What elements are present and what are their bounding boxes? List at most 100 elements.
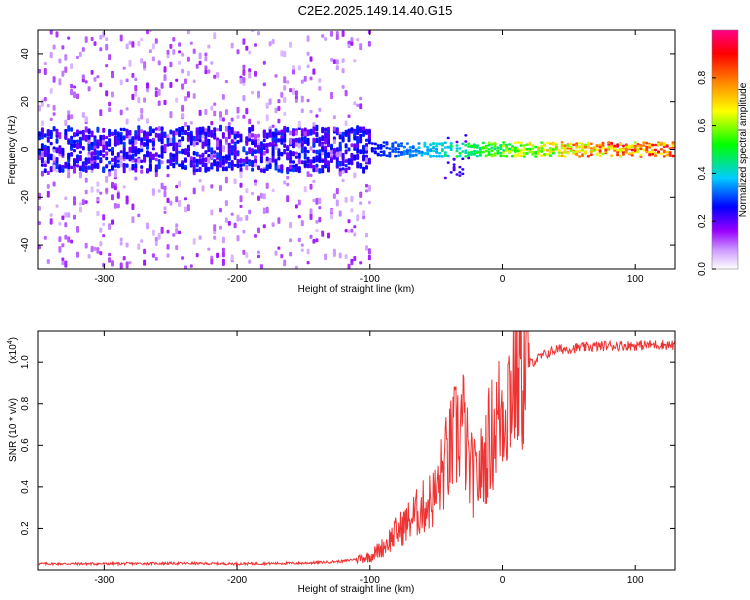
spectrogram-cell [332,115,336,120]
spectrogram-cell [464,134,468,137]
spectrogram-cell [630,154,634,157]
spectrogram-cell [151,147,155,151]
spectrogram-cell [154,87,158,91]
spectrogram-cell [277,139,281,143]
spectrogram-cell [52,181,56,187]
spectrogram-cell [210,129,214,134]
spectrogram-cell [87,139,91,144]
spectrogram-cell [46,156,50,164]
spectrogram-cell [283,132,287,139]
spectrogram-cell [286,166,290,172]
spectrogram-cell [671,141,675,144]
spectrogram-cell [464,140,468,143]
spectrogram-cell [575,146,579,149]
spectrogram-cell [64,119,68,126]
spectrogram-cell [93,140,97,146]
spectrogram-cell [213,224,217,232]
spectrogram-cell [318,142,322,147]
spectrogram-cell [70,239,74,244]
spectrogram-cell [639,153,643,157]
spectrogram-cell [224,137,228,143]
spectrogram-cell [122,151,126,158]
spectrogram-cell [40,157,44,164]
spectrogram-cell [338,171,342,177]
spectrogram-cell [227,129,231,134]
spectrogram-cell [175,161,179,165]
spectrogram-cell [563,147,567,150]
spectrogram-cell [184,129,187,136]
spectrogram-cell [105,141,109,147]
spectrogram-cell [630,148,634,152]
spectrogram-cell [455,155,459,158]
spectrogram-cell [318,168,322,174]
spectrogram-cell [96,211,100,217]
spectrogram-cell [490,142,494,145]
spectrogram-cell [38,206,41,211]
spectrogram-cell [464,144,468,147]
spectrogram-cell [201,134,205,139]
spectrogram-cell [213,135,217,140]
spectrogram-cell [254,182,257,186]
spectrogram-cell [315,137,319,144]
spectrogram-cell [318,86,322,91]
spectrogram-cell [671,154,675,158]
spectrogram-cell [99,47,103,52]
spectrogram-cell [376,144,380,147]
spectrogram-cell [572,150,576,154]
spectrogram-cell [78,142,82,149]
colorbar-tick-label: 0.8 [697,70,708,84]
spectrogram-cell [192,140,196,147]
spectrogram-cell [131,164,135,171]
spectrogram-cell [186,204,190,212]
spectrogram-cell [70,88,74,95]
spectrogram-cell [134,139,138,145]
spectrogram-cell [116,163,120,168]
spectrogram-cell [560,154,564,157]
spectrogram-cell [382,150,386,153]
spectrogram-cell [662,155,666,158]
spectrogram-cell [102,144,106,149]
spectrogram-cell [315,220,319,224]
spectrogram-cell [195,253,199,258]
spectrogram-cell [219,225,222,230]
spectrogram-cell [78,51,82,57]
spectrogram-cell [581,143,584,146]
snr-ytick-label: 0.4 [20,479,31,493]
spectrogram-cell [49,153,53,161]
spectrogram-cell [382,141,386,144]
spectrogram-cell [525,152,529,155]
spectrogram-cell [157,89,161,96]
spectrogram-cell [309,208,313,215]
spectrogram-cell [324,149,328,157]
spectrogram-cell [248,147,252,155]
spectrogram-cell [207,247,211,251]
spectrogram-cell [350,258,354,263]
spectrogram-cell [584,146,587,149]
spectrogram-cell [216,152,220,159]
spectrogram-cell [405,150,409,154]
spectrogram-cell [341,153,345,160]
spectrogram-cell [309,128,313,136]
spectrogram-cell [294,265,298,269]
spectrogram-cell [365,245,368,251]
spectrogram-cell [411,145,415,148]
spectrogram-cell [172,146,176,152]
spectrogram-cell [271,156,275,163]
spectrogram-cell [470,153,474,156]
spectrogram-cell [289,150,293,157]
spectrogram-cell [175,228,179,235]
spectrogram-cell [493,154,497,157]
spectrogram-cell [309,173,313,177]
spectrogram-cell [239,195,243,203]
spectrogram-cell [248,71,252,79]
spectrogram-cell [499,151,503,155]
spectrogram-cell [93,246,97,251]
spectrogram-cell [668,147,672,150]
spectrogram-cell [589,150,593,154]
spectrogram-cell [607,146,611,149]
spectrogram-cell [362,146,366,150]
spectrogram-cell [327,132,330,137]
spectrogram-cell [154,257,158,261]
spectrogram-cell [385,146,389,150]
spectrogram-cell [192,48,196,54]
